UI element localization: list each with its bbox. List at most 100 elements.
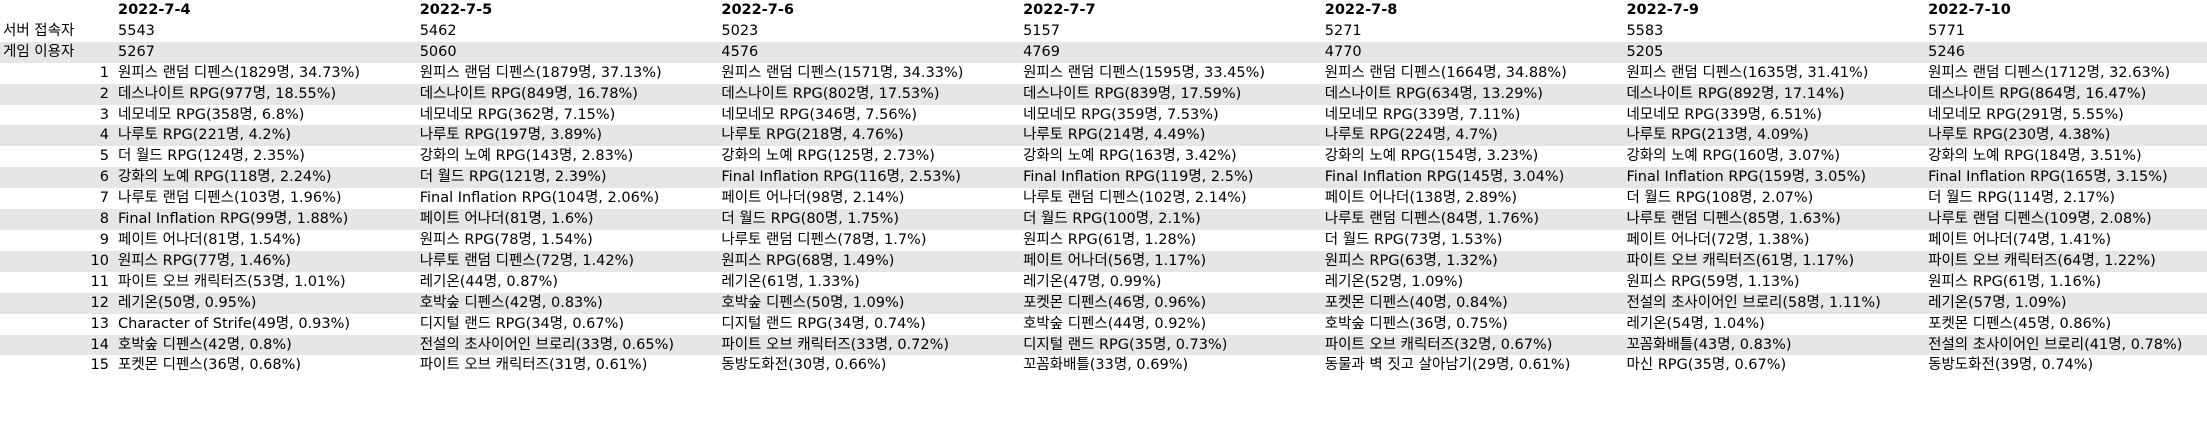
- game-entry-cell: 원피스 랜덤 디펜스(1595명, 33.45%): [1020, 62, 1322, 84]
- game-users-count: 5267: [115, 41, 417, 63]
- game-entry-cell: 페이트 어나더(74명, 1.41%): [1925, 229, 2207, 251]
- game-entry-cell: 호박숲 디펜스(50명, 1.09%): [718, 292, 1021, 314]
- game-entry-cell: 파이트 오브 캐릭터즈(61명, 1.17%): [1623, 250, 1926, 272]
- game-entry-cell: 디지털 랜드 RPG(34명, 0.74%): [718, 313, 1021, 335]
- game-entry-cell: 데스나이트 RPG(892명, 17.14%): [1623, 83, 1926, 105]
- game-entry-cell: 원피스 RPG(63명, 1.32%): [1321, 250, 1624, 272]
- game-entry-cell: 레기온(61명, 1.33%): [718, 271, 1021, 293]
- game-users-count: 4576: [718, 41, 1021, 63]
- header-corner-cell: [0, 0, 115, 21]
- game-entry-cell: 나루토 랜덤 디펜스(102명, 2.14%): [1020, 188, 1322, 210]
- rank-number: 3: [0, 104, 115, 126]
- server-users-count: 5157: [1020, 20, 1322, 42]
- game-entry-cell: 네모네모 RPG(346명, 7.56%): [718, 104, 1021, 126]
- game-entry-cell: 원피스 랜덤 디펜스(1635명, 31.41%): [1623, 62, 1926, 84]
- date-header: 2022-7-10: [1925, 0, 2207, 21]
- game-entry-cell: 강화의 노예 RPG(184명, 3.51%): [1925, 146, 2207, 168]
- game-entry-cell: Final Inflation RPG(145명, 3.04%): [1321, 167, 1624, 189]
- game-entry-cell: 나루토 RPG(230명, 4.38%): [1925, 125, 2207, 147]
- game-entry-cell: 더 월드 RPG(73명, 1.53%): [1321, 229, 1624, 251]
- rank-row: 15 포켓몬 디펜스(36명, 0.68%) 파이트 오브 캐릭터즈(31명, 0.…: [0, 355, 2207, 377]
- date-header: 2022-7-9: [1623, 0, 1926, 21]
- game-entry-cell: 꼬꼼화배틀(43명, 0.83%): [1623, 334, 1926, 356]
- rank-number: 9: [0, 229, 115, 251]
- row-label-game-users: 게임 이용자: [0, 41, 115, 63]
- game-entry-cell: 데스나이트 RPG(864명, 16.47%): [1925, 83, 2207, 105]
- game-entry-cell: 데스나이트 RPG(977명, 18.55%): [115, 83, 417, 105]
- game-entry-cell: 페이트 어나더(138명, 2.89%): [1321, 188, 1624, 210]
- game-users-count: 4769: [1020, 41, 1322, 63]
- rank-row: 3 네모네모 RPG(358명, 6.8%) 네모네모 RPG(362명, 7.15…: [0, 104, 2207, 126]
- date-header: 2022-7-4: [115, 0, 417, 21]
- game-entry-cell: 원피스 RPG(59명, 1.13%): [1623, 271, 1926, 293]
- rank-row: 2 데스나이트 RPG(977명, 18.55%) 데스나이트 RPG(849명, …: [0, 83, 2207, 105]
- row-label-server-users: 서버 접속자: [0, 20, 115, 42]
- game-users-count: 5205: [1623, 41, 1926, 63]
- game-entry-cell: 원피스 RPG(61명, 1.16%): [1925, 271, 2207, 293]
- game-users-count: 4770: [1321, 41, 1624, 63]
- game-entry-cell: 포켓몬 디펜스(46명, 0.96%): [1020, 292, 1322, 314]
- game-entry-cell: 네모네모 RPG(359명, 7.53%): [1020, 104, 1322, 126]
- game-users-count: 5246: [1925, 41, 2207, 63]
- game-entry-cell: 데스나이트 RPG(839명, 17.59%): [1020, 83, 1322, 105]
- game-entry-cell: 포켓몬 디펜스(40명, 0.84%): [1321, 292, 1624, 314]
- rank-number: 6: [0, 167, 115, 189]
- game-entry-cell: 파이트 오브 캐릭터즈(33명, 0.72%): [718, 334, 1021, 356]
- game-entry-cell: 꼬꼼화배틀(33명, 0.69%): [1020, 355, 1322, 377]
- game-entry-cell: 더 월드 RPG(80명, 1.75%): [718, 209, 1021, 230]
- rank-row: 11 파이트 오브 캐릭터즈(53명, 1.01%) 레기온(44명, 0.87%)…: [0, 271, 2207, 293]
- rank-number: 4: [0, 125, 115, 147]
- server-users-row: 서버 접속자 5543 5462 5023 5157 5271 5583 577…: [0, 20, 2207, 42]
- game-entry-cell: 강화의 노예 RPG(125명, 2.73%): [718, 146, 1021, 168]
- game-entry-cell: 레기온(50명, 0.95%): [115, 292, 417, 314]
- date-header-row: 2022-7-4 2022-7-5 2022-7-6 2022-7-7 2022…: [0, 0, 2207, 21]
- rank-number: 13: [0, 313, 115, 335]
- game-entry-cell: 나루토 RPG(197명, 3.89%): [416, 125, 719, 147]
- game-entry-cell: 파이트 오브 캐릭터즈(53명, 1.01%): [115, 271, 417, 293]
- rank-row: 10 원피스 RPG(77명, 1.46%) 나루토 랜덤 디펜스(72명, 1.4…: [0, 250, 2207, 272]
- server-users-count: 5771: [1925, 20, 2207, 42]
- rank-row: 9 페이트 어나더(81명, 1.54%) 원피스 RPG(78명, 1.54%) 나…: [0, 229, 2207, 251]
- game-entry-cell: 포켓몬 디펜스(45명, 0.86%): [1925, 313, 2207, 335]
- game-entry-cell: 원피스 랜덤 디펜스(1879명, 37.13%): [416, 62, 719, 84]
- game-entry-cell: 네모네모 RPG(362명, 7.15%): [416, 104, 719, 126]
- game-entry-cell: 디지털 랜드 RPG(35명, 0.73%): [1020, 334, 1322, 356]
- game-entry-cell: 네모네모 RPG(291명, 5.55%): [1925, 104, 2207, 126]
- server-users-count: 5583: [1623, 20, 1926, 42]
- game-entry-cell: 나루토 랜덤 디펜스(72명, 1.42%): [416, 250, 719, 272]
- game-entry-cell: Character of Strife(49명, 0.93%): [115, 313, 417, 335]
- game-entry-cell: 전설의 초사이어인 브로리(33명, 0.65%): [416, 334, 719, 356]
- game-entry-cell: 원피스 랜덤 디펜스(1571명, 34.33%): [718, 62, 1021, 84]
- game-entry-cell: Final Inflation RPG(165명, 3.15%): [1925, 167, 2207, 189]
- game-entry-cell: 원피스 RPG(61명, 1.28%): [1020, 229, 1322, 251]
- game-entry-cell: 마신 RPG(35명, 0.67%): [1623, 355, 1926, 377]
- game-entry-cell: 전설의 초사이어인 브로리(41명, 0.78%): [1925, 334, 2207, 356]
- rank-row: 1 원피스 랜덤 디펜스(1829명, 34.73%) 원피스 랜덤 디펜스(187…: [0, 62, 2207, 84]
- date-header: 2022-7-5: [416, 0, 719, 21]
- game-entry-cell: 레기온(52명, 1.09%): [1321, 271, 1624, 293]
- game-entry-cell: 강화의 노예 RPG(160명, 3.07%): [1623, 146, 1926, 168]
- game-entry-cell: 레기온(54명, 1.04%): [1623, 313, 1926, 335]
- rank-row: 6 강화의 노예 RPG(118명, 2.24%) 더 월드 RPG(121명, 2…: [0, 167, 2207, 189]
- game-entry-cell: 페이트 어나더(72명, 1.38%): [1623, 229, 1926, 251]
- game-entry-cell: 호박숲 디펜스(44명, 0.92%): [1020, 313, 1322, 335]
- game-entry-cell: 네모네모 RPG(339명, 7.11%): [1321, 104, 1624, 126]
- game-entry-cell: 데스나이트 RPG(634명, 13.29%): [1321, 83, 1624, 105]
- rank-number: 5: [0, 146, 115, 168]
- rank-number: 14: [0, 334, 115, 356]
- game-entry-cell: 레기온(44명, 0.87%): [416, 271, 719, 293]
- rank-number: 10: [0, 250, 115, 272]
- game-entry-cell: 원피스 랜덤 디펜스(1829명, 34.73%): [115, 62, 417, 84]
- game-entry-cell: 호박숲 디펜스(42명, 0.8%): [115, 334, 417, 356]
- game-entry-cell: 원피스 랜덤 디펜스(1664명, 34.88%): [1321, 62, 1624, 84]
- rank-row: 4 나루토 RPG(221명, 4.2%) 나루토 RPG(197명, 3.89%)…: [0, 125, 2207, 147]
- game-entry-cell: Final Inflation RPG(99명, 1.88%): [115, 209, 417, 230]
- game-entry-cell: Final Inflation RPG(116명, 2.53%): [718, 167, 1021, 189]
- rank-row: 12 레기온(50명, 0.95%) 호박숲 디펜스(42명, 0.83%) 호박숲 …: [0, 292, 2207, 314]
- rank-number: 15: [0, 355, 115, 377]
- game-entry-cell: 나루토 RPG(224명, 4.7%): [1321, 125, 1624, 147]
- daily-game-usage-table: 2022-7-4 2022-7-5 2022-7-6 2022-7-7 2022…: [0, 0, 2207, 377]
- game-entry-cell: 나루토 RPG(221명, 4.2%): [115, 125, 417, 147]
- game-entry-cell: 파이트 오브 캐릭터즈(32명, 0.67%): [1321, 334, 1624, 356]
